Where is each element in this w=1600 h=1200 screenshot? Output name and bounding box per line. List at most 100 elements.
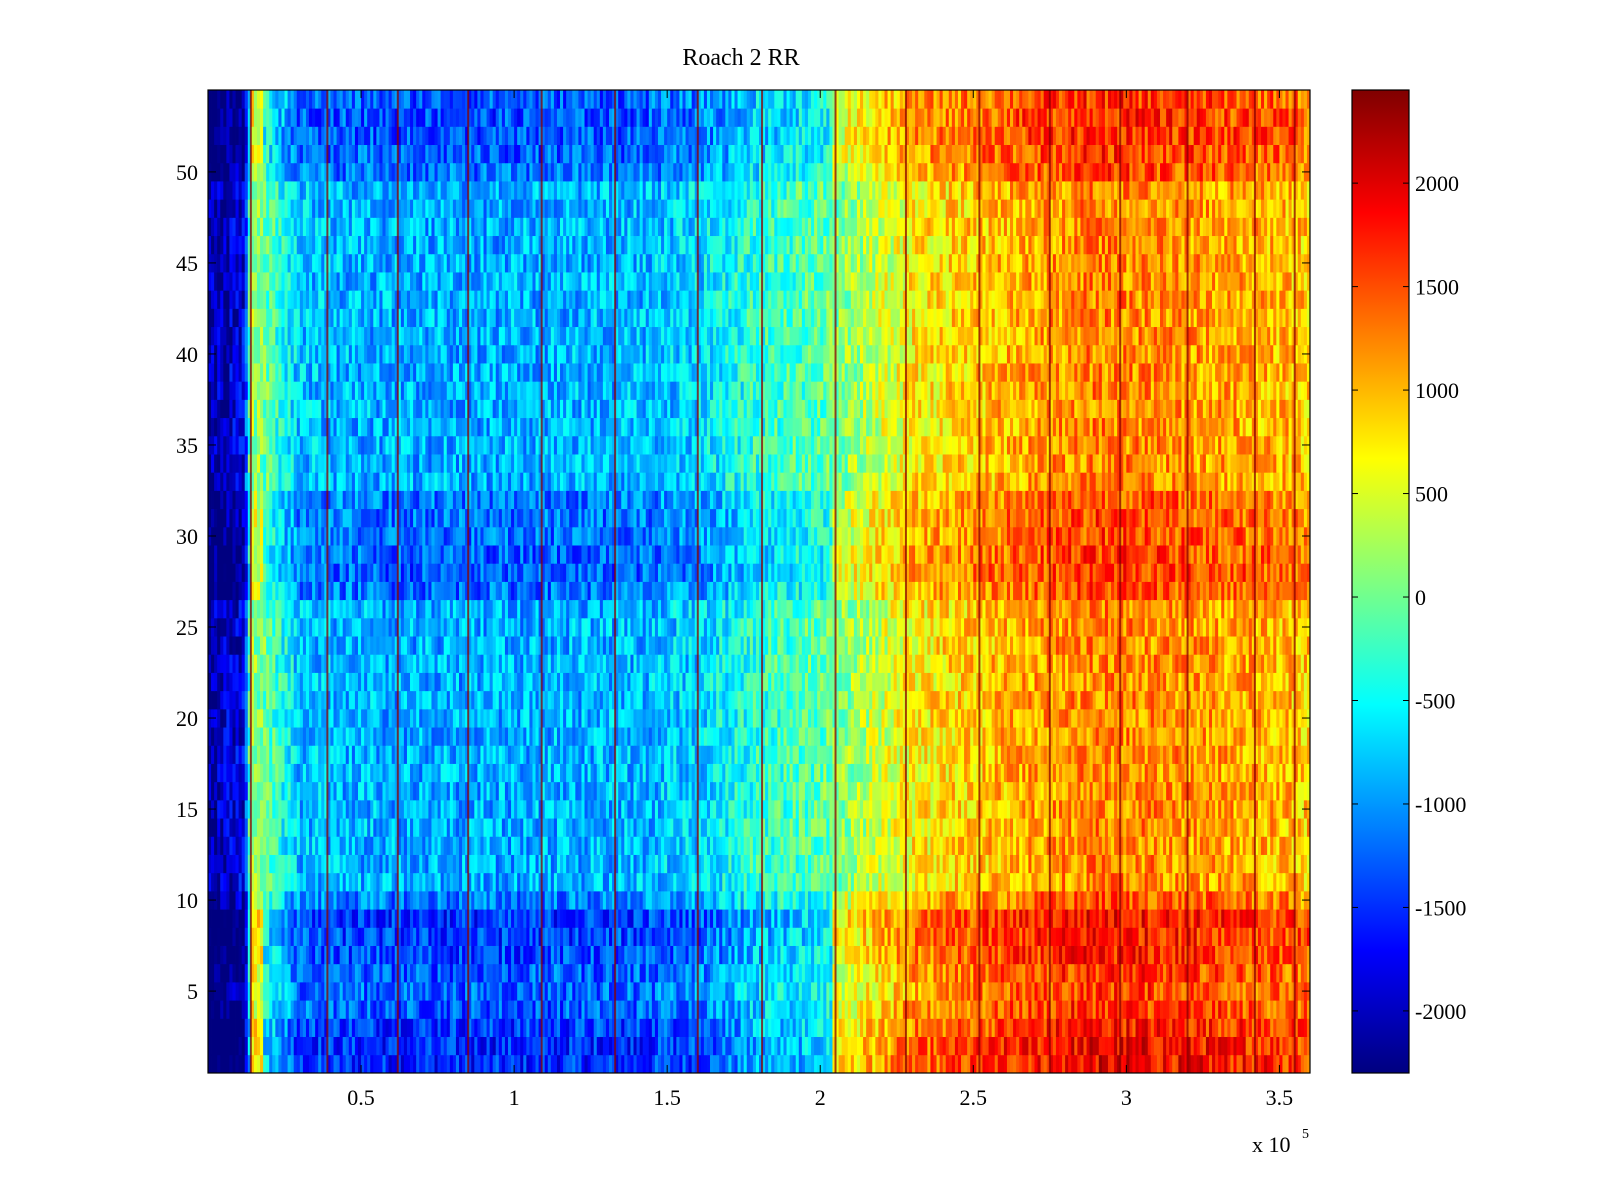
- heatmap-cell: [321, 1018, 325, 1037]
- heatmap-cell: [697, 1054, 702, 1074]
- heatmap-cell: [241, 963, 246, 983]
- heatmap-cell: [1086, 872, 1090, 892]
- heatmap-cell: [1114, 945, 1118, 965]
- heatmap-cell: [560, 1036, 564, 1056]
- heatmap-cell: [1163, 1000, 1167, 1019]
- heatmap-cell: [232, 836, 236, 855]
- heatmap-cell: [315, 818, 319, 837]
- heatmap-cell: [1261, 872, 1265, 892]
- heatmap-cell: [749, 1036, 754, 1056]
- heatmap-cell: [483, 854, 487, 874]
- heatmap-cell: [1212, 927, 1216, 946]
- heatmap-cell: [556, 1036, 561, 1056]
- heatmap-cell: [679, 981, 683, 1001]
- heatmap-cell: [1089, 1018, 1094, 1037]
- heatmap-cell: [318, 981, 322, 1001]
- heatmap-cell: [471, 945, 475, 965]
- heatmap-cell: [728, 963, 732, 983]
- heatmap-cell: [357, 927, 362, 946]
- heatmap-cell: [315, 963, 319, 983]
- heatmap-cell: [532, 1054, 536, 1074]
- heatmap-cell: [703, 1036, 708, 1056]
- heatmap-cell: [1000, 818, 1005, 837]
- heatmap-cell: [1052, 890, 1057, 910]
- heatmap-cell: [1251, 945, 1256, 965]
- heatmap-cell: [853, 836, 858, 855]
- heatmap-cell: [208, 872, 212, 892]
- heatmap-cell: [863, 981, 867, 1001]
- heatmap-cell: [1092, 927, 1097, 946]
- heatmap-cell: [339, 963, 344, 983]
- heatmap-cell: [223, 1054, 227, 1074]
- heatmap-cell: [1046, 909, 1051, 928]
- heatmap-cell: [434, 1000, 438, 1019]
- heatmap-cell: [838, 836, 843, 855]
- heatmap-cell: [1208, 1018, 1213, 1037]
- heatmap-cell: [1077, 854, 1081, 874]
- heatmap-cell: [342, 927, 347, 946]
- heatmap-cell: [1257, 854, 1262, 874]
- heatmap-cell: [795, 854, 800, 874]
- heatmap-cell: [755, 981, 760, 1001]
- heatmap-cell: [1010, 981, 1014, 1001]
- heatmap-cell: [869, 927, 873, 946]
- heatmap-cell: [253, 1054, 258, 1074]
- heatmap-cell: [933, 872, 937, 892]
- heatmap-cell: [1135, 945, 1139, 965]
- heatmap-cell: [945, 1054, 950, 1074]
- heatmap-cell: [290, 1000, 295, 1019]
- heatmap-cell: [504, 818, 509, 837]
- heatmap-cell: [970, 909, 974, 928]
- heatmap-cell: [547, 890, 552, 910]
- heatmap-cell: [437, 927, 442, 946]
- heatmap-cell: [333, 854, 337, 874]
- heatmap-cell: [866, 963, 870, 983]
- heatmap-cell: [636, 1036, 641, 1056]
- heatmap-cell: [706, 963, 711, 983]
- heatmap-cell: [875, 1036, 879, 1056]
- heatmap-cell: [302, 1054, 307, 1074]
- heatmap-cell: [1126, 963, 1130, 983]
- heatmap-cell: [743, 854, 748, 874]
- heatmap-cell: [988, 1054, 993, 1074]
- heatmap-cell: [1230, 909, 1234, 928]
- heatmap-cell: [581, 818, 585, 837]
- heatmap-cell: [477, 1018, 481, 1037]
- heatmap-cell: [428, 1000, 432, 1019]
- heatmap-cell: [477, 909, 481, 928]
- heatmap-cell: [361, 818, 365, 837]
- heatmap-cell: [1184, 1054, 1188, 1074]
- heatmap-cell: [921, 1000, 925, 1019]
- heatmap-cell: [1003, 963, 1008, 983]
- heatmap-cell: [241, 1036, 246, 1056]
- heatmap-cell: [400, 818, 405, 837]
- heatmap-cell: [416, 854, 420, 874]
- heatmap-cell: [550, 872, 555, 892]
- heatmap-cell: [1101, 1000, 1106, 1019]
- heatmap-cell: [413, 1054, 417, 1074]
- heatmap-cell: [746, 963, 751, 983]
- heatmap-cell: [700, 963, 705, 983]
- heatmap-cell: [266, 872, 270, 892]
- heatmap-cell: [1104, 927, 1109, 946]
- heatmap-cell: [507, 963, 512, 983]
- heatmap-cell: [428, 872, 432, 892]
- heatmap-cell: [973, 854, 977, 874]
- heatmap-cell: [1282, 927, 1286, 946]
- heatmap-cell: [489, 1018, 494, 1037]
- heatmap-cell: [1172, 963, 1176, 983]
- heatmap-cell: [538, 818, 543, 837]
- heatmap-cell: [256, 963, 261, 983]
- heatmap-cell: [1150, 818, 1155, 837]
- heatmap-cell: [954, 945, 959, 965]
- heatmap-cell: [985, 872, 989, 892]
- heatmap-cell: [1236, 963, 1240, 983]
- heatmap-cell: [682, 1036, 686, 1056]
- heatmap-cell: [725, 890, 729, 910]
- heatmap-cell: [318, 818, 322, 837]
- heatmap-cell: [477, 963, 481, 983]
- heatmap-cell: [814, 909, 818, 928]
- heatmap-cell: [581, 981, 585, 1001]
- heatmap-cell: [657, 854, 662, 874]
- heatmap-cell: [1034, 1036, 1038, 1056]
